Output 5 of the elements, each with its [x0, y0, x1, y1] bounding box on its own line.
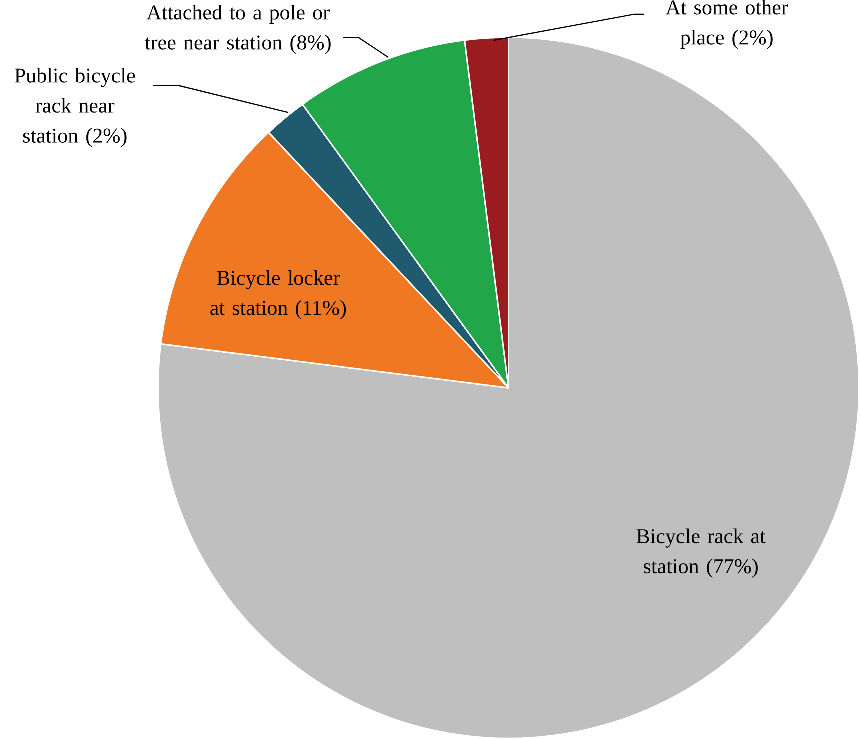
slice-label: Bicycle rack at station (77%) — [636, 528, 766, 578]
slice-label: At some other place (2%) — [666, 0, 788, 49]
slice-label: Bicycle locker at station (11%) — [210, 270, 346, 320]
slice-label: Public bicycle rack near station (2%) — [14, 68, 136, 148]
slice-label: Attached to a pole or tree near station (8%) — [145, 4, 331, 54]
